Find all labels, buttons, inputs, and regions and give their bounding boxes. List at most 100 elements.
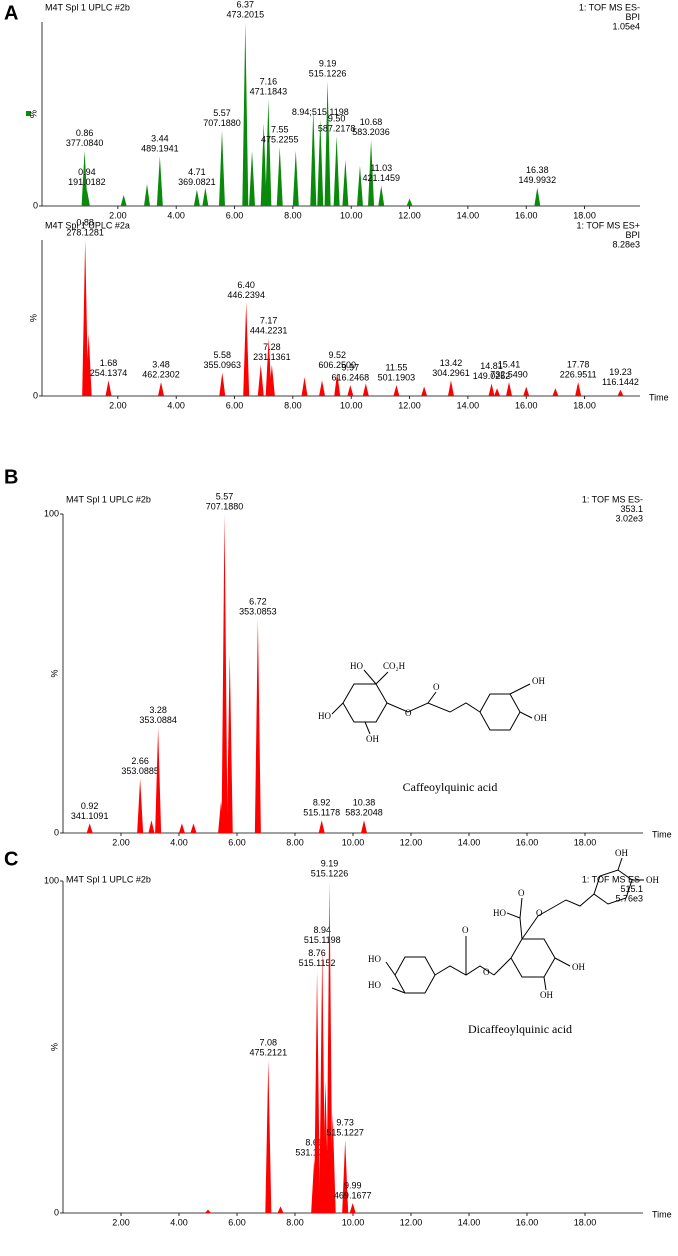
bond [617, 857, 623, 871]
chart-title: M4T Spl 1 UPLC #2b [45, 2, 130, 12]
bond [375, 671, 389, 685]
chain [521, 893, 595, 940]
atom-label: OH [572, 962, 585, 972]
x-tick-label: 16.00 [515, 210, 538, 220]
bond [385, 961, 396, 976]
chain [386, 702, 481, 713]
x-tick-label: 12.00 [400, 1217, 423, 1227]
peak-rt-label: 0.94 [78, 167, 96, 177]
peak-mz-label: 515.1226 [311, 868, 349, 878]
structure: HO CO₂H HO OH O O OH OH Caffeoylquinic a… [318, 661, 547, 794]
peak [362, 383, 369, 396]
peak-rt-label: 8.66 [305, 1137, 323, 1147]
bond [519, 897, 523, 919]
peak [356, 165, 363, 206]
peak [326, 881, 333, 1213]
y-axis-label: % [49, 1043, 59, 1051]
peak [86, 823, 93, 833]
peak [85, 333, 92, 396]
x-tick-label: 14.00 [457, 400, 480, 410]
peak [329, 1113, 336, 1213]
peak [178, 823, 185, 833]
peak [334, 372, 341, 396]
peak-mz-label: 254.1374 [90, 368, 128, 378]
peak [292, 150, 299, 206]
peak-mz-label: 353.0884 [139, 715, 177, 725]
atom-label: O [405, 708, 412, 718]
peak-rt-label: 17.78 [567, 359, 590, 369]
atom-label: HO [368, 980, 381, 990]
peak-mz-label: 226.9511 [560, 369, 597, 379]
bond [363, 669, 377, 685]
peak-mz-label: 353.0885 [121, 766, 159, 776]
peak-rt-label: 0.86 [76, 128, 94, 138]
peak-mz-label: 707.1880 [203, 118, 241, 128]
peak-rt-label: 6.40 [237, 280, 255, 290]
peak-rt-label: 9.52 [328, 350, 346, 360]
ring [479, 693, 521, 731]
ring [394, 956, 436, 994]
peak-mz-label: 278.1281 [66, 227, 104, 237]
peak-rt-label: 8.92 [313, 798, 331, 808]
peak-mz-label: 116.1442 [602, 377, 639, 387]
peak-rt-label: 5.58 [214, 350, 232, 360]
x-tick-label: 14.00 [458, 837, 481, 847]
peak-mz-label: 369.0821 [178, 177, 216, 187]
peak-rt-label: 13.42 [440, 358, 463, 368]
panel-letter: C [4, 848, 18, 870]
peak-mz-label: 446.2394 [227, 290, 265, 300]
atom-label: OH [366, 734, 379, 744]
x-tick-label: 2.00 [109, 400, 127, 410]
peak [148, 820, 155, 833]
bond [543, 976, 547, 991]
peak [221, 514, 228, 833]
x-tick-label: 16.00 [516, 1217, 539, 1227]
ring [342, 683, 388, 723]
peak [575, 381, 582, 396]
peak [265, 1060, 272, 1213]
x-tick-label: 8.00 [286, 837, 304, 847]
y-tick-label: 0 [33, 390, 38, 400]
peak [257, 364, 264, 396]
peak-rt-label: 7.55 [271, 124, 289, 134]
peak [319, 947, 326, 1213]
atom-label: CO₂H [383, 661, 406, 671]
y-axis-label: % [28, 314, 38, 322]
structure-name: Caffeoylquinic acid [403, 780, 498, 794]
peak [506, 381, 513, 396]
bond [391, 987, 406, 994]
peak [243, 302, 250, 396]
peak [494, 388, 501, 396]
peak-rt-label: 9.73 [336, 1117, 354, 1127]
chart-title: M4T Spl 1 UPLC #2a [45, 220, 130, 230]
x-tick-label: 6.00 [226, 210, 244, 220]
peak-mz-label: 515.1152 [299, 958, 336, 968]
peak-rt-label: 10.38 [353, 798, 376, 808]
peak [333, 136, 340, 206]
peak [393, 385, 400, 396]
detector-label: BPI [625, 12, 640, 22]
peak-mz-label: 501.1903 [378, 372, 416, 382]
peak-rt-label: 9.19 [319, 58, 337, 68]
bond [519, 711, 533, 719]
peak-rt-label: 8.76 [308, 948, 326, 958]
x-tick-label: 10.00 [342, 837, 365, 847]
peak [342, 160, 349, 206]
peak-mz-label: 583.2048 [345, 808, 383, 818]
peak [523, 386, 530, 396]
peak-mz-label: 583.2036 [352, 127, 390, 137]
peak [406, 198, 413, 206]
peak [447, 380, 454, 396]
peak-mz-label: 515.1198 [304, 935, 341, 945]
peak [368, 139, 375, 206]
peak-rt-label: 3.28 [149, 705, 167, 715]
x-tick-label: 10.00 [340, 400, 363, 410]
panel-letter: B [4, 466, 18, 488]
peak-mz-label: 353.0853 [239, 607, 277, 617]
atom-label: OH [615, 848, 628, 858]
peak-rt-label: 5.57 [216, 491, 234, 501]
peak-mz-label: 473.2015 [227, 9, 265, 19]
x-tick-label: 18.00 [574, 1217, 597, 1227]
peak-rt-label: 9.19 [321, 858, 339, 868]
detector-label: 1.05e4 [612, 21, 640, 31]
